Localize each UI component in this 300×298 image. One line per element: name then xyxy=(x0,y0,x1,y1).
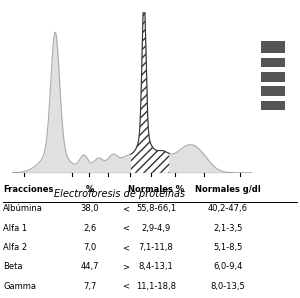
Text: 2,1-3,5: 2,1-3,5 xyxy=(213,224,243,232)
Text: 8,0-13,5: 8,0-13,5 xyxy=(211,282,245,291)
Text: >: > xyxy=(122,262,130,271)
Text: 7,1-11,8: 7,1-11,8 xyxy=(139,243,173,252)
Text: 40,2-47,6: 40,2-47,6 xyxy=(208,204,248,213)
Text: <: < xyxy=(122,282,130,291)
Text: 2,9-4,9: 2,9-4,9 xyxy=(141,224,171,232)
Bar xyxy=(261,72,285,82)
Text: <: < xyxy=(122,224,130,232)
Text: 38,0: 38,0 xyxy=(81,204,99,213)
Text: 8,4-13,1: 8,4-13,1 xyxy=(139,262,173,271)
Text: 11,1-18,8: 11,1-18,8 xyxy=(136,282,176,291)
Text: (1): (1) xyxy=(0,297,1,298)
Text: 6,0-9,4: 6,0-9,4 xyxy=(213,262,243,271)
Text: 7,0: 7,0 xyxy=(83,243,97,252)
Text: <: < xyxy=(122,204,130,213)
Text: Alfa 2: Alfa 2 xyxy=(3,243,27,252)
Bar xyxy=(261,86,285,96)
Text: Electroforesis de proteínas: Electroforesis de proteínas xyxy=(54,189,186,199)
Text: Fracciones: Fracciones xyxy=(3,185,53,194)
Text: Normales %: Normales % xyxy=(128,185,184,194)
Text: Albúmina: Albúmina xyxy=(3,204,43,213)
Bar xyxy=(261,101,285,110)
Text: %: % xyxy=(86,185,94,194)
Text: 5,1-8,5: 5,1-8,5 xyxy=(213,243,243,252)
Text: 7,7: 7,7 xyxy=(83,282,97,291)
Text: Gamma: Gamma xyxy=(3,282,36,291)
Text: <: < xyxy=(122,243,130,252)
Text: Alfa 1: Alfa 1 xyxy=(3,224,27,232)
Text: 2,6: 2,6 xyxy=(83,224,97,232)
Bar xyxy=(261,58,285,67)
Text: 55,8-66,1: 55,8-66,1 xyxy=(136,204,176,213)
Text: Beta: Beta xyxy=(3,262,22,271)
Text: 44,7: 44,7 xyxy=(81,262,99,271)
Bar xyxy=(261,41,285,53)
Text: Normales g/dl: Normales g/dl xyxy=(195,185,261,194)
